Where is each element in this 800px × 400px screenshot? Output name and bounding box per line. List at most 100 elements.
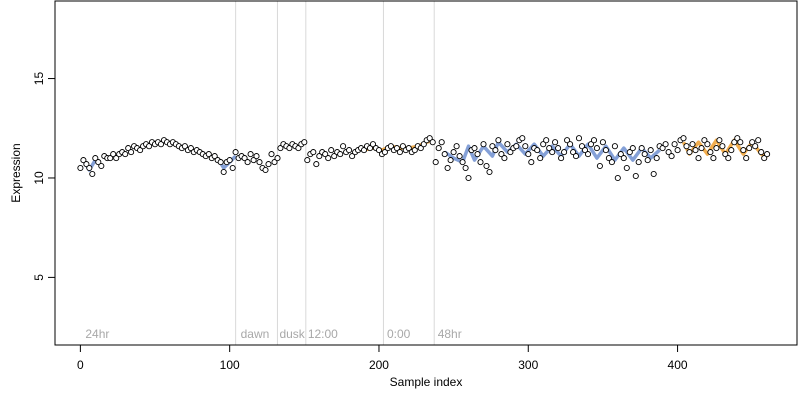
x-axis: 0 100 200 300 400 <box>77 344 688 372</box>
data-point <box>340 143 347 150</box>
region-label: 24hr <box>85 327 109 341</box>
data-point <box>581 147 589 154</box>
data-point <box>537 155 544 162</box>
data-point <box>262 166 269 174</box>
x-tick-label: 400 <box>668 358 688 372</box>
y-axis: 5 10 15 <box>32 72 56 281</box>
data-point <box>498 151 505 158</box>
data-point <box>450 149 457 156</box>
data-point <box>749 139 756 146</box>
data-point <box>232 149 239 156</box>
data-point <box>274 155 281 162</box>
data-point <box>507 149 514 156</box>
data-point <box>752 143 759 150</box>
data-point <box>522 143 529 150</box>
data-point <box>432 159 439 166</box>
data-point <box>528 159 535 166</box>
data-point <box>122 151 129 158</box>
data-point <box>567 141 574 148</box>
data-point <box>647 147 654 154</box>
data-point <box>328 147 335 154</box>
data-point <box>146 143 153 150</box>
data-point <box>564 137 571 144</box>
data-point <box>80 157 87 164</box>
data-point <box>737 139 744 146</box>
data-point <box>689 141 696 148</box>
data-point <box>578 143 586 150</box>
data-point <box>187 145 194 152</box>
data-point <box>313 161 320 168</box>
region-label: 48hr <box>438 327 462 341</box>
data-point <box>734 135 741 142</box>
data-point <box>429 139 436 146</box>
data-point <box>220 168 227 176</box>
data-point <box>728 147 735 154</box>
data-point <box>253 153 260 160</box>
data-point <box>731 139 738 146</box>
data-point <box>322 151 329 158</box>
data-point <box>271 159 278 166</box>
data-point <box>614 174 621 182</box>
plot-frame <box>54 0 798 346</box>
data-point <box>725 155 732 162</box>
data-point <box>381 149 388 156</box>
data-point <box>369 141 377 148</box>
data-point <box>462 164 469 172</box>
data-point <box>301 139 308 146</box>
data-point <box>435 145 442 152</box>
data-point <box>441 151 448 158</box>
data-point <box>181 143 188 150</box>
data-point <box>459 159 466 166</box>
data-point <box>719 143 726 150</box>
data-point <box>113 155 120 162</box>
data-point <box>558 155 565 162</box>
y-tick-label: 5 <box>32 274 46 281</box>
data-point <box>247 151 254 158</box>
data-point <box>277 145 284 152</box>
data-point <box>674 147 681 154</box>
data-point <box>701 137 708 144</box>
data-point <box>587 141 595 148</box>
data-point <box>480 141 487 148</box>
data-point <box>710 155 717 162</box>
data-point <box>265 161 272 168</box>
data-point <box>157 141 165 148</box>
data-point <box>331 153 338 160</box>
data-point <box>95 159 102 166</box>
data-point <box>387 143 394 150</box>
data-point <box>596 162 603 170</box>
data-point <box>495 137 502 144</box>
data-point <box>244 159 251 166</box>
data-point <box>250 157 257 164</box>
x-tick-label: 0 <box>77 358 84 372</box>
data-point <box>474 151 481 158</box>
data-point <box>77 164 84 172</box>
data-point <box>501 155 508 162</box>
data-point <box>746 145 753 152</box>
data-point <box>608 159 615 166</box>
data-point <box>707 149 714 156</box>
data-point <box>602 147 609 154</box>
data-point <box>396 149 403 156</box>
data-point <box>137 147 144 154</box>
data-point <box>692 147 699 154</box>
data-point <box>125 145 132 152</box>
data-point <box>653 155 660 162</box>
data-point <box>543 137 550 144</box>
data-point <box>552 139 559 146</box>
data-point <box>456 153 463 160</box>
data-point <box>128 149 135 156</box>
data-point <box>453 143 460 150</box>
data-point <box>477 159 484 166</box>
data-point <box>217 159 224 166</box>
x-tick-label: 100 <box>220 358 240 372</box>
data-point <box>417 145 424 152</box>
data-point <box>256 159 263 166</box>
data-point <box>360 147 368 154</box>
data-point <box>623 164 630 172</box>
data-point <box>525 151 532 158</box>
data-point <box>593 145 600 152</box>
data-point <box>668 153 675 160</box>
data-point <box>590 137 598 144</box>
